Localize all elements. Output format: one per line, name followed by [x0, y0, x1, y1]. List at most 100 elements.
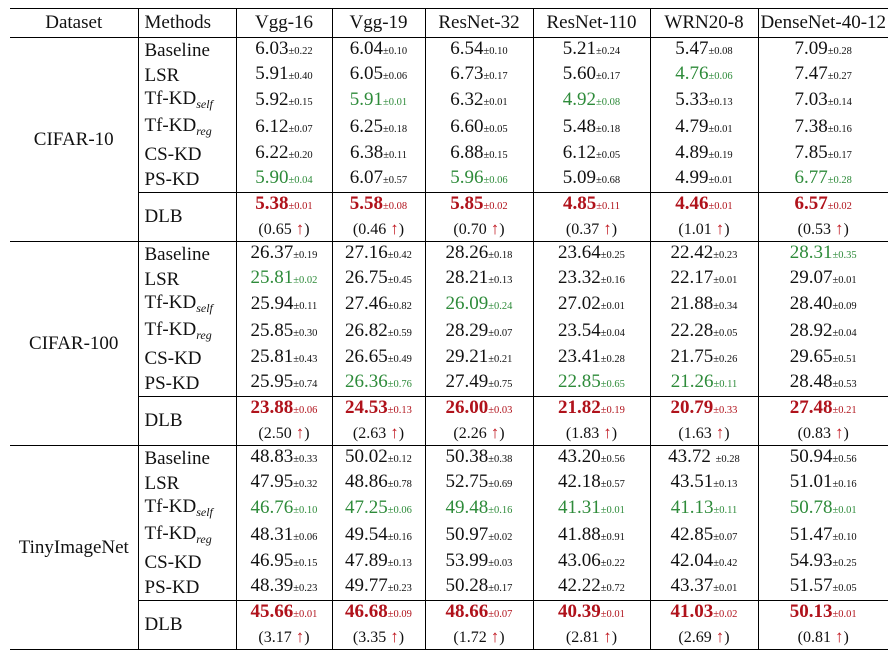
- table-row: PS-KD 25.95±0.74 26.36±0.76 27.49±0.75 22.85…: [10, 371, 888, 397]
- table-row: CIFAR-100 Baseline 26.37±0.19 27.16±0.42 28.…: [10, 241, 888, 446]
- cell-mean: 26.82: [345, 320, 388, 341]
- cell-mean: 25.81: [250, 267, 294, 288]
- cell-mean: 6.88: [450, 142, 484, 163]
- value-cell: 42.18±0.57: [532, 471, 650, 496]
- cell-std: ±0.15: [483, 150, 508, 161]
- cell-mean: 5.60: [562, 63, 597, 84]
- cell-std: ±0.05: [832, 583, 857, 594]
- cell-std: ±0.23: [387, 583, 412, 594]
- gain-cell: (0.65 ↑): [235, 218, 332, 242]
- cell-mean: 5.91: [349, 89, 384, 110]
- cell-mean: 6.57: [794, 193, 828, 214]
- cell-mean: 23.41: [558, 346, 601, 367]
- cell-std: ±0.12: [387, 454, 412, 465]
- value-cell: 21.26±0.11: [649, 371, 758, 397]
- header-resnet110: ResNet-110: [532, 8, 650, 38]
- value-cell: 6.25±0.18: [331, 115, 425, 142]
- cell-mean: 4.46: [675, 193, 709, 214]
- cell-mean: 48.66: [445, 601, 489, 622]
- cell-std: ±0.19: [293, 250, 318, 261]
- gain-cell: (1.83 ↑): [532, 422, 650, 446]
- cell-mean: 42.85: [670, 524, 714, 545]
- dlb-value-cell: 46.68±0.09: [331, 600, 425, 626]
- dlb-value-cell: 48.66±0.07: [424, 600, 533, 626]
- table-row: Tf-KDself 5.92±0.15 5.91±0.01 6.32±0.01 4.92…: [10, 88, 888, 115]
- cell-std: ±0.13: [488, 275, 513, 286]
- up-arrow-icon: ↑: [835, 627, 844, 646]
- cell-std: ±0.75: [488, 379, 513, 390]
- dlb-value-cell: 20.79±0.33: [649, 396, 758, 422]
- header-resnet32: ResNet-32: [424, 8, 533, 38]
- cell-std: ±0.16: [832, 479, 857, 490]
- table-row: CS-KD 6.22±0.20 6.38±0.11 6.88±0.15 6.12±0.0…: [10, 142, 888, 167]
- cell-std: ±0.04: [288, 175, 313, 186]
- cell-mean: 7.85: [794, 142, 828, 163]
- cell-mean: 26.75: [345, 267, 388, 288]
- cell-mean: 41.88: [558, 524, 601, 545]
- value-cell: 42.85±0.07: [649, 523, 758, 550]
- cell-mean: 46.76: [250, 497, 294, 518]
- cell-mean: 27.48: [789, 397, 833, 418]
- value-cell: 4.76±0.06: [649, 63, 758, 88]
- value-cell: 25.85±0.30: [235, 319, 332, 346]
- cell-std: ±0.42: [387, 250, 412, 261]
- cell-std: ±0.59: [387, 328, 412, 339]
- method-label: LSR: [137, 63, 236, 88]
- cell-mean: 51.47: [789, 524, 833, 545]
- value-cell: 48.39±0.23: [235, 575, 332, 601]
- method-name: Tf-KD: [144, 88, 197, 109]
- cell-std: ±0.26: [713, 354, 738, 365]
- value-cell: 5.96±0.06: [424, 167, 533, 193]
- cell-std: ±0.16: [488, 505, 513, 516]
- method-label: PS-KD: [137, 575, 236, 601]
- value-cell: 49.54±0.16: [331, 523, 425, 550]
- method-name: DLB: [137, 600, 236, 650]
- cell-std: ±0.03: [488, 405, 513, 416]
- cell-std: ±0.78: [387, 479, 412, 490]
- cell-mean: 4.99: [675, 167, 709, 188]
- method-name: CS-KD: [144, 347, 202, 369]
- gain-value: (2.50: [258, 425, 292, 442]
- dlb-value-cell: 45.66±0.01: [235, 600, 332, 626]
- cell-std: ±0.13: [708, 97, 733, 108]
- cell-mean: 22.42: [670, 242, 714, 263]
- value-cell: 46.76±0.10: [235, 496, 332, 523]
- cell-mean: 21.88: [670, 293, 714, 314]
- dlb-value-cell: 23.88±0.06: [235, 396, 332, 422]
- value-cell: 50.78±0.01: [757, 496, 888, 523]
- gain-value: (2.81: [565, 629, 600, 646]
- value-cell: 47.95±0.32: [235, 471, 332, 496]
- cell-std: ±0.74: [293, 379, 318, 390]
- value-cell: 21.88±0.34: [649, 292, 758, 319]
- cell-std: ±0.17: [488, 583, 513, 594]
- cell-mean: 49.54: [345, 524, 388, 545]
- cell-mean: 5.33: [675, 89, 709, 110]
- cell-std: ±0.76: [387, 379, 412, 390]
- cell-mean: 54.93: [789, 550, 833, 571]
- cell-mean: 21.82: [558, 397, 601, 418]
- cell-std: ±0.01: [832, 609, 857, 620]
- cell-std: ±0.23: [713, 250, 738, 261]
- value-cell: 25.81±0.02: [235, 267, 332, 292]
- up-arrow-icon: ↑: [295, 423, 305, 442]
- value-cell: 4.79±0.01: [649, 115, 758, 142]
- cell-mean: 48.39: [250, 575, 294, 596]
- cell-std: ±0.07: [288, 124, 313, 135]
- cell-mean: 43.51: [670, 471, 714, 492]
- cell-std: ±0.15: [293, 558, 318, 569]
- value-cell: 6.60±0.05: [424, 115, 533, 142]
- method-subscript: self: [196, 301, 213, 315]
- value-cell: 49.77±0.23: [331, 575, 425, 601]
- cell-mean: 24.53: [345, 397, 388, 418]
- table-row: CS-KD 25.81±0.43 26.65±0.49 29.21±0.21 23.41…: [10, 346, 888, 371]
- up-arrow-icon: ↑: [390, 423, 399, 442]
- cell-std: ±0.01: [708, 124, 733, 135]
- cell-mean: 48.83: [250, 446, 294, 467]
- header-densenet: DenseNet-40-12: [757, 8, 888, 38]
- cell-std: ±0.56: [600, 454, 625, 465]
- cell-mean: 23.64: [558, 242, 601, 263]
- value-cell: 7.47±0.27: [757, 63, 888, 88]
- cell-mean: 4.79: [675, 116, 709, 137]
- cell-mean: 7.03: [794, 89, 828, 110]
- cell-mean: 6.32: [450, 89, 484, 110]
